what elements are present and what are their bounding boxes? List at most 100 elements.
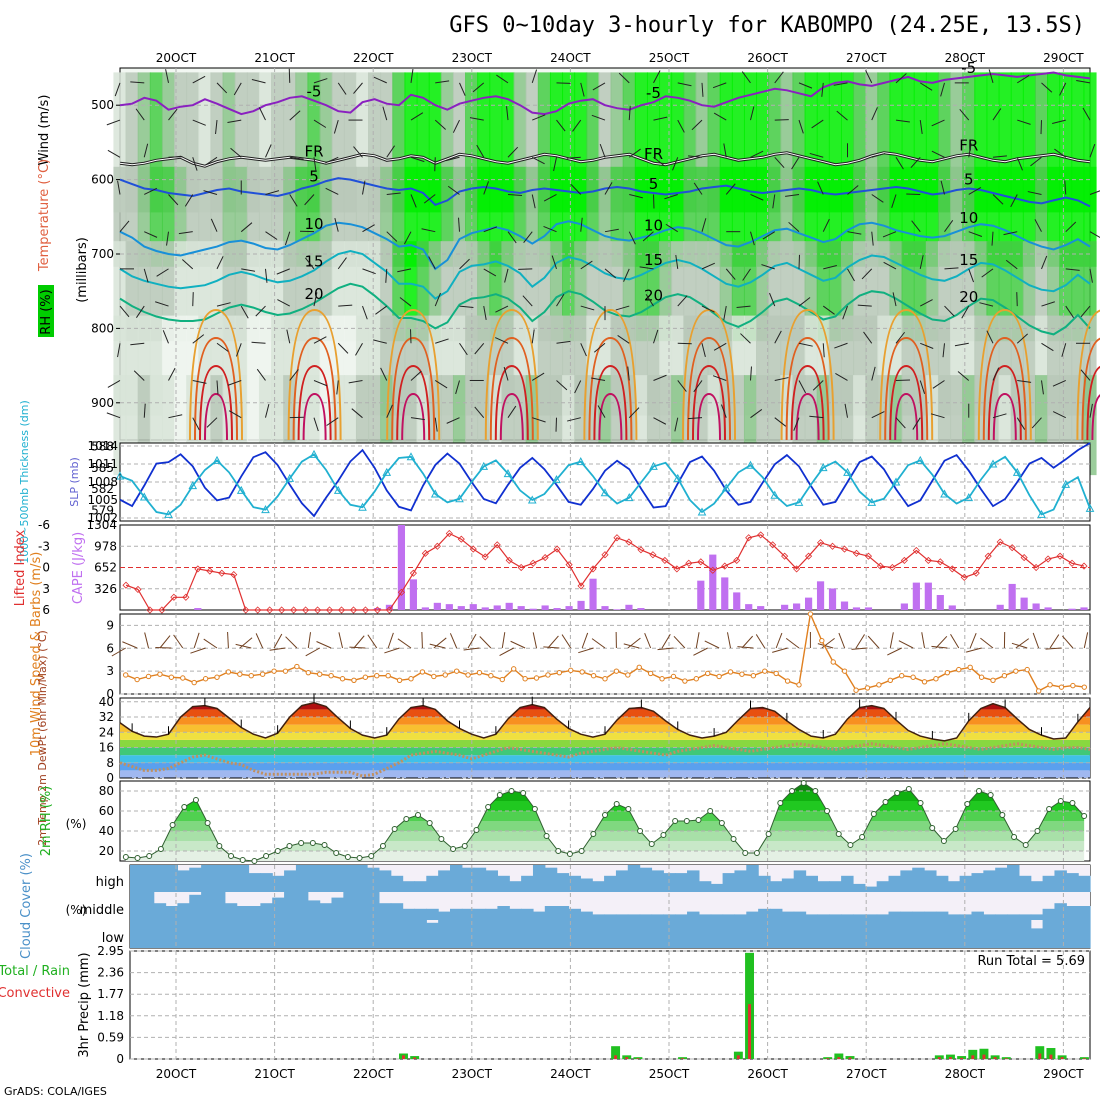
cloud-low-label: low: [102, 931, 125, 946]
lifted-index-point: [924, 556, 932, 564]
cloud-high-cell: [959, 875, 973, 892]
lifted-index-point: [290, 606, 298, 614]
wind-barb: [986, 330, 994, 344]
wind-barb: [313, 380, 328, 387]
wind-barb: [117, 343, 121, 358]
wind-speed-point: [339, 676, 346, 682]
cloud-low-cell: [355, 920, 368, 948]
rh2m-point: [940, 838, 947, 844]
cloud-high-cell: [556, 873, 570, 892]
wind-frame: [119, 613, 1091, 695]
lifted-index-point: [326, 606, 334, 614]
wind-barb: [642, 231, 654, 242]
lifted-tick: 3: [42, 582, 50, 596]
rh2m-point: [929, 825, 936, 831]
lifted-index-point: [218, 569, 226, 577]
wind-barb: [961, 305, 970, 319]
cloud-high-cell: [272, 875, 285, 892]
cloud-high-cell: [1042, 875, 1056, 892]
cloud-low-cell: [319, 920, 333, 948]
wind-barb: [723, 143, 727, 158]
cloud-middle-cell: [284, 892, 297, 920]
cloud-low-cell: [1078, 920, 1091, 948]
rh2m-point: [648, 841, 655, 847]
cloud-high-cell: [544, 867, 558, 892]
slp-point: [794, 497, 804, 506]
cloud-middle-cell: [1007, 914, 1020, 920]
wind-barb: [265, 231, 278, 240]
temp-tick: 16: [99, 741, 114, 755]
cloud-low-cell: [153, 920, 167, 948]
wind-barb: [399, 297, 412, 307]
rh2m-point: [1081, 813, 1088, 819]
wind-barb: [981, 268, 994, 278]
wind-barb: [210, 218, 218, 232]
cloud-low-cell: [592, 920, 605, 948]
cloud-low-cell: [627, 920, 641, 948]
wind-barb: [421, 228, 436, 233]
top-date-axis: 20OCT 21OCT 22OCT 23OCT 24OCT 25OCT 26OCT 27OCT…: [156, 51, 1084, 65]
lifted-index-point: [745, 534, 753, 542]
wind-barb: [532, 114, 546, 121]
wind-barb-10m: [851, 647, 868, 650]
cloud-middle-cell: [1078, 906, 1091, 920]
lifted-tick: -3: [38, 539, 50, 553]
cloud-high-cell: [1066, 873, 1079, 892]
wind-barb: [871, 152, 886, 158]
slp-point: [721, 483, 731, 492]
wind-barb-10m: [657, 647, 674, 651]
wind-barb: [182, 259, 194, 270]
slp-tick: 1014: [87, 439, 118, 453]
lifted-index-point: [493, 541, 501, 549]
cloud-high-cell: [568, 875, 581, 892]
lifted-index-point: [888, 563, 896, 572]
wind-barb: [954, 342, 969, 347]
cloud-low-cell: [1007, 920, 1020, 948]
wind-barb: [1041, 342, 1054, 352]
cloud-high-cell: [390, 875, 404, 892]
wind-barb: [184, 194, 194, 207]
lifted-index-point: [912, 546, 920, 555]
wind-barb: [553, 157, 557, 172]
wind-barb: [882, 231, 897, 238]
wind-barb-10m: [111, 647, 126, 657]
pressure-tick: 900: [91, 396, 114, 410]
cloud-low-cell: [189, 920, 202, 948]
wind-barb: [736, 305, 751, 309]
wind-barb: [397, 268, 412, 273]
cloud-middle-cell: [983, 914, 996, 920]
rh2m-point: [485, 804, 492, 810]
cloud-high-cell: [414, 881, 427, 892]
cloud-middle-cell: [212, 892, 226, 920]
cloud-low-cell: [295, 920, 309, 948]
wind-barb: [313, 292, 318, 307]
rh2m-point: [415, 812, 422, 818]
rh2m-tick: 40: [99, 824, 114, 838]
cloud-low-cell: [770, 920, 783, 948]
cloud-high-cell: [627, 865, 641, 892]
cloud-low-cell: [212, 920, 226, 948]
wind-barb: [725, 268, 736, 280]
rh-label: RH (%): [39, 289, 54, 334]
wind-barb: [750, 150, 764, 158]
rh2m-point: [730, 836, 737, 842]
lifted-index-point: [613, 534, 621, 542]
rh2m-tick: 60: [99, 804, 114, 818]
rh2m-point: [368, 853, 375, 859]
wind-barb: [750, 194, 764, 201]
boundary-temp-contour: [386, 308, 441, 441]
contour-label: 5: [964, 171, 974, 189]
wind-barb: [940, 180, 945, 195]
wind-barb: [791, 157, 800, 170]
cloud-middle-cell: [758, 908, 771, 920]
lifted-tick: 0: [42, 561, 50, 575]
rh2m-point: [181, 804, 188, 810]
rh2m-ylabel: 2m RH (%): [39, 786, 54, 857]
precip-total-bar: [823, 1057, 833, 1059]
lifted-index-point: [697, 558, 705, 566]
wind-barb-10m: [1011, 642, 1028, 649]
wind-barb: [793, 417, 800, 431]
precip-total-bar: [1001, 1057, 1011, 1059]
pressure-tick: 800: [91, 321, 114, 335]
wind-barb: [750, 106, 755, 121]
